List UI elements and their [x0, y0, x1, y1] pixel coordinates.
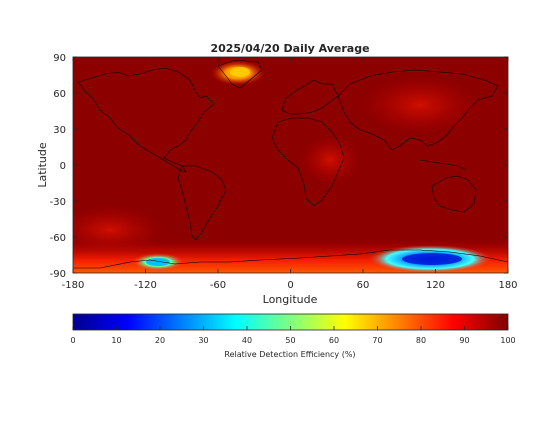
y-axis-label: Latitude: [36, 142, 49, 188]
y-tick-label: -60: [50, 233, 66, 244]
y-axis-ticks: 90 60 30 0 -30 -60 -90: [50, 53, 508, 280]
y-tick-label: -30: [50, 197, 66, 208]
x-tick-label: 60: [357, 280, 370, 291]
greenland-core: [230, 67, 250, 77]
x-axis-label: Longitude: [263, 293, 318, 306]
x-tick-label: -60: [210, 280, 226, 291]
colorbar-tick-label: 70: [372, 336, 382, 345]
coast-greenland: [217, 59, 263, 89]
chart-title: 2025/04/20 Daily Average: [210, 42, 369, 55]
antarctica-west-core: [146, 258, 170, 266]
colorbar-ticks: 0 10 20 30 40 50 60 70 80 90 100: [70, 326, 516, 345]
colorbar-tick-label: 10: [111, 336, 121, 345]
coast-north-america: [77, 67, 215, 173]
colorbar-tick-label: 20: [155, 336, 165, 345]
colorbar-tick-label: 100: [500, 336, 515, 345]
antarctica-east-core: [402, 253, 462, 265]
colorbar-tick-label: 50: [285, 336, 295, 345]
x-axis-ticks: -180 -120 -60 0 60 120 180: [62, 57, 518, 291]
x-tick-label: -120: [134, 280, 157, 291]
x-tick-label: -180: [62, 280, 85, 291]
x-tick-label: 120: [426, 280, 445, 291]
y-tick-label: 90: [53, 53, 66, 64]
colorbar-label: Relative Detection Efficiency (%): [224, 350, 355, 359]
warm-zone-asia: [360, 75, 480, 135]
coastlines: [73, 59, 508, 269]
y-tick-label: 30: [53, 125, 66, 136]
coast-south-america: [177, 165, 227, 241]
colorbar-tick-label: 60: [329, 336, 339, 345]
x-tick-label: 180: [498, 280, 517, 291]
colorbar-tick-label: 0: [70, 336, 75, 345]
coast-indonesia: [419, 159, 467, 171]
warm-zone-africa: [300, 135, 360, 185]
coast-africa: [271, 117, 345, 207]
x-tick-label: 0: [287, 280, 293, 291]
map-plot-area: [73, 57, 508, 273]
colorbar-tick-label: 90: [459, 336, 469, 345]
coast-australia: [431, 175, 477, 213]
coast-europe: [281, 79, 339, 115]
y-tick-label: -90: [50, 269, 66, 280]
coast-antarctica: [73, 249, 508, 269]
colorbar-tick-label: 80: [416, 336, 426, 345]
y-tick-label: 60: [53, 89, 66, 100]
colorbar-tick-label: 40: [242, 336, 252, 345]
coast-asia: [337, 69, 499, 151]
y-tick-label: 0: [60, 161, 66, 172]
colorbar-tick-label: 30: [198, 336, 208, 345]
